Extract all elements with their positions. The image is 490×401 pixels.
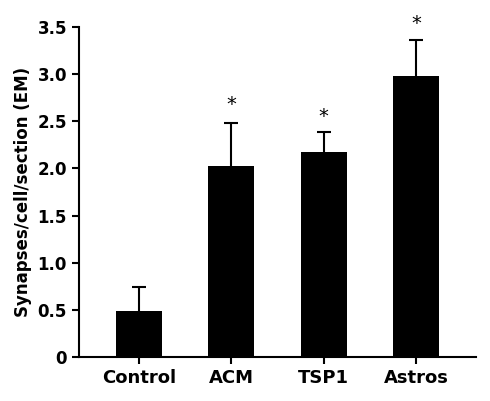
- Y-axis label: Synapses/cell/section (EM): Synapses/cell/section (EM): [14, 67, 32, 317]
- Text: *: *: [411, 14, 421, 33]
- Bar: [208, 166, 254, 357]
- Text: *: *: [226, 95, 236, 113]
- Text: *: *: [318, 107, 329, 126]
- Bar: [393, 76, 439, 357]
- Bar: [300, 152, 347, 357]
- Bar: [116, 311, 162, 357]
